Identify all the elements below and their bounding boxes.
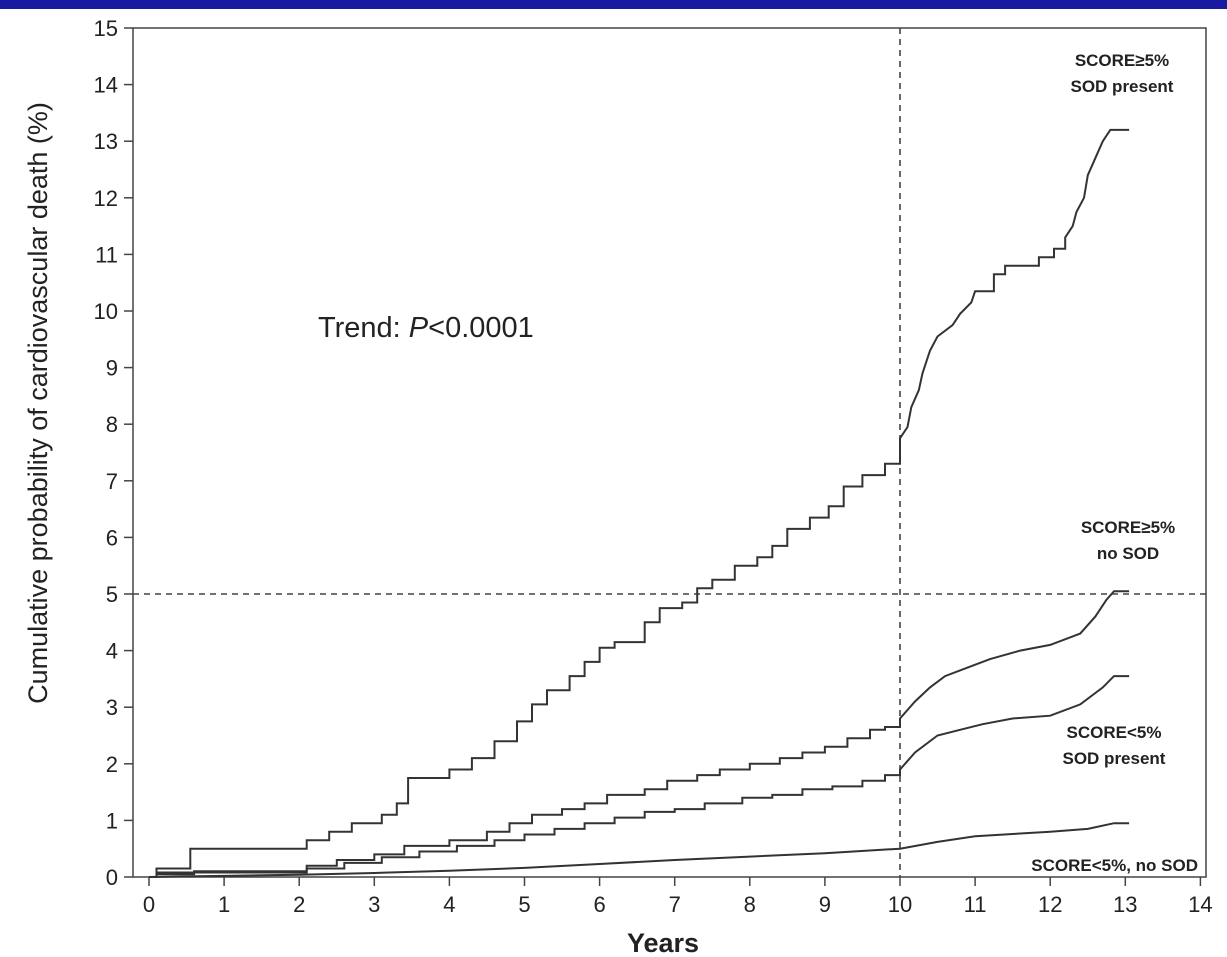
y-tick-label: 4 (106, 639, 118, 664)
y-tick-label: 6 (106, 525, 118, 550)
y-tick-label: 14 (94, 73, 118, 98)
curve-scorege5-sod-present (149, 128, 1130, 878)
y-tick-label: 7 (106, 469, 118, 494)
x-tick-label: 0 (143, 892, 155, 917)
x-tick-label: 7 (669, 892, 681, 917)
series-label-scorege5-no-sod: SCORE≥5% no SOD (1081, 518, 1175, 563)
y-tick-label: 11 (95, 242, 118, 267)
y-tick-label: 1 (106, 808, 118, 833)
curve-scorege5-no-sod (149, 590, 1130, 878)
series-label-scorelt5-no-sod: SCORE<5%, no SOD (1031, 856, 1198, 875)
y-axis-title: Cumulative probability of cardiovascular… (23, 102, 53, 704)
series-label-scorege5-sod-present: SCORE≥5% SOD present (1071, 51, 1174, 96)
y-tick-label: 9 (106, 356, 118, 381)
x-tick-label: 11 (964, 892, 987, 917)
x-tick-label: 6 (593, 892, 605, 917)
reference-lines (133, 28, 1206, 877)
top-accent-bar (0, 0, 1227, 9)
x-tick-label: 10 (888, 892, 912, 917)
curve-scorelt5-no-sod (148, 822, 1130, 878)
x-tick-label: 12 (1038, 892, 1062, 917)
plot-frame (132, 27, 1207, 878)
x-tick-label: 3 (368, 892, 380, 917)
y-tick-label: 12 (94, 186, 118, 211)
x-tick-label: 5 (518, 892, 530, 917)
x-tick-label: 4 (443, 892, 455, 917)
y-tick-label: 2 (106, 752, 118, 777)
annotation-trend: Trend: P<0.0001 (318, 312, 534, 344)
x-tick-label: 13 (1113, 892, 1137, 917)
y-tick-label: 0 (106, 865, 118, 890)
y-tick-label: 15 (94, 16, 118, 41)
x-tick-label: 8 (744, 892, 756, 917)
y-tick-label: 8 (106, 412, 118, 437)
survival-curves (148, 128, 1130, 878)
x-tick-label: 2 (293, 892, 305, 917)
x-axis: 0 1 2 3 4 5 6 7 8 9 10 11 12 13 14 (143, 877, 1213, 917)
x-tick-label: 14 (1188, 892, 1212, 917)
y-tick-label: 13 (94, 129, 118, 154)
curve-scorelt5-sod-present (149, 675, 1130, 878)
y-tick-label: 5 (106, 582, 118, 607)
series-label-scorelt5-sod-present: SCORE<5% SOD present (1063, 723, 1166, 768)
x-axis-title: Years (627, 928, 699, 957)
x-tick-label: 9 (819, 892, 831, 917)
y-tick-label: 10 (94, 299, 118, 324)
y-tick-label: 3 (106, 695, 118, 720)
x-tick-label: 1 (218, 892, 230, 917)
series-labels: SCORE≥5% SOD present SCORE≥5% no SOD SCORE<5… (1031, 51, 1198, 875)
